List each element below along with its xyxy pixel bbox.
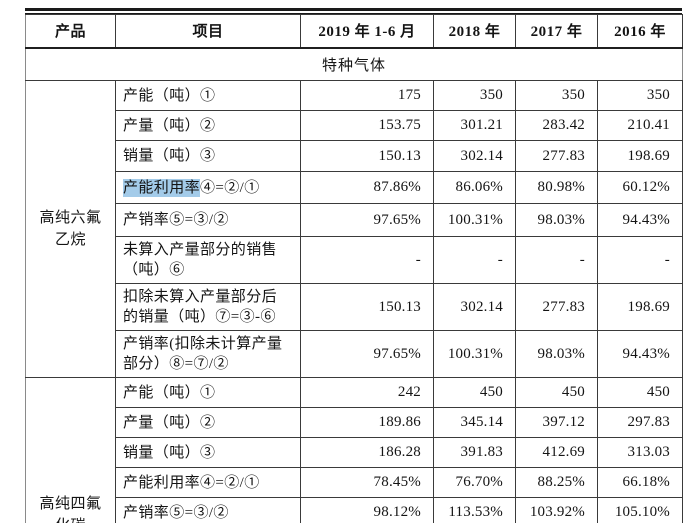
cell-2018: 113.53%: [433, 497, 516, 523]
cell-2017: 98.03%: [515, 203, 598, 237]
cell-2019: 78.45%: [300, 467, 434, 498]
row-label: 产销率⑤=③/②: [115, 203, 301, 237]
cell-2018: 350: [433, 80, 516, 111]
cell-2016: 297.83: [597, 407, 683, 438]
row-label: 销量（吨）③: [115, 140, 301, 172]
row-label: 产量（吨）②: [115, 110, 301, 141]
cell-2019: 242: [300, 377, 434, 408]
col-header-2017: 2017 年: [515, 14, 598, 49]
cell-2017: 397.12: [515, 407, 598, 438]
cell-2019: 189.86: [300, 407, 434, 438]
table-row: 产能利用率④=②/① 87.86% 86.06% 80.98% 60.12%: [26, 171, 683, 204]
col-header-2016: 2016 年: [597, 14, 683, 49]
table-row: 产量（吨）② 189.86 345.14 397.12 297.83: [26, 407, 683, 438]
production-sales-table: 产品 项目 2019 年 1-6 月 2018 年 2017 年 2016 年 …: [25, 8, 683, 523]
cell-2018: 100.31%: [433, 330, 516, 378]
cell-2019: 186.28: [300, 437, 434, 468]
col-header-2019: 2019 年 1-6 月: [300, 14, 434, 49]
cell-2019: 153.75: [300, 110, 434, 141]
cell-2017: 450: [515, 377, 598, 408]
row-label: 产销率(扣除未计算产量 部分）⑧=⑦/②: [115, 330, 301, 378]
cell-2017: -: [515, 236, 598, 284]
table-row: 销量（吨）③ 186.28 391.83 412.69 313.03: [26, 437, 683, 468]
table-row: 高纯四氟 化碳 产能（吨）① 242 450 450 450: [25, 377, 683, 523]
cell-2018: 302.14: [433, 140, 516, 172]
section-row: 特种气体: [25, 47, 683, 81]
row-label-rest: ④=②/①: [200, 179, 260, 196]
cell-2018: -: [433, 236, 516, 284]
table-row: 产销率(扣除未计算产量 部分）⑧=⑦/② 97.65% 100.31% 98.0…: [26, 330, 683, 378]
col-header-product: 产品: [25, 14, 116, 49]
table-row: 产量（吨）② 153.75 301.21 283.42 210.41: [26, 110, 683, 141]
cell-2018: 450: [433, 377, 516, 408]
cell-2016: 198.69: [597, 140, 683, 172]
cell-2019: 175: [300, 80, 434, 111]
product-name-2-text: 高纯四氟 化碳: [39, 496, 102, 523]
cell-2017: 277.83: [515, 140, 598, 172]
cell-2017: 103.92%: [515, 497, 598, 523]
cell-2016: 66.18%: [597, 467, 683, 498]
row-label: 未算入产量部分的销售 （吨）⑥: [115, 236, 301, 284]
row-label: 产能利用率④=②/①: [115, 467, 301, 498]
cell-2019: 150.13: [300, 283, 434, 331]
cell-2017: 412.69: [515, 437, 598, 468]
product-name-2: 高纯四氟 化碳: [25, 377, 116, 523]
cell-2019: 97.65%: [300, 203, 434, 237]
cell-2016: 60.12%: [597, 171, 683, 204]
row-label: 产量（吨）②: [115, 407, 301, 438]
cell-2016: 210.41: [597, 110, 683, 141]
cell-2017: 283.42: [515, 110, 598, 141]
cell-2018: 345.14: [433, 407, 516, 438]
col-header-item: 项目: [115, 14, 301, 49]
cell-2019: 150.13: [300, 140, 434, 172]
row-label: 扣除未算入产量部分后 的销量（吨）⑦=③-⑥: [115, 283, 301, 331]
highlighted-text: 产能利用率: [123, 178, 201, 197]
cell-2019: 87.86%: [300, 171, 434, 204]
cell-2016: 94.43%: [597, 203, 683, 237]
cell-2018: 76.70%: [433, 467, 516, 498]
cell-2016: 198.69: [597, 283, 683, 331]
cell-2016: 313.03: [597, 437, 683, 468]
cell-2019: -: [300, 236, 434, 284]
table-row: 高纯六氟 乙烷 产能（吨）① 175 350 350 350: [25, 80, 683, 378]
row-label: 产能利用率④=②/①: [115, 171, 301, 204]
cell-2018: 302.14: [433, 283, 516, 331]
table-top-double-rule: [25, 8, 682, 14]
table-row: 产能利用率④=②/① 78.45% 76.70% 88.25% 66.18%: [26, 467, 683, 498]
row-label: 销量（吨）③: [115, 437, 301, 468]
cell-2016: 105.10%: [597, 497, 683, 523]
cell-2016: 450: [597, 377, 683, 408]
table-row: 产销率⑤=③/② 97.65% 100.31% 98.03% 94.43%: [26, 203, 683, 237]
cell-2017: 80.98%: [515, 171, 598, 204]
cell-2017: 277.83: [515, 283, 598, 331]
section-title: 特种气体: [25, 47, 683, 81]
cell-2017: 88.25%: [515, 467, 598, 498]
cell-2018: 391.83: [433, 437, 516, 468]
table-row: 产销率⑤=③/② 98.12% 113.53% 103.92% 105.10%: [26, 497, 683, 523]
cell-2018: 301.21: [433, 110, 516, 141]
table-row: 扣除未算入产量部分后 的销量（吨）⑦=③-⑥ 150.13 302.14 277…: [26, 283, 683, 331]
cell-2018: 86.06%: [433, 171, 516, 204]
row-label: 产销率⑤=③/②: [115, 497, 301, 523]
table-row: 未算入产量部分的销售 （吨）⑥ - - - -: [26, 236, 683, 284]
col-header-2018: 2018 年: [433, 14, 516, 49]
cell-2017: 98.03%: [515, 330, 598, 378]
row-label: 产能（吨）①: [115, 377, 301, 408]
cell-2018: 100.31%: [433, 203, 516, 237]
table-header-row: 产品 项目 2019 年 1-6 月 2018 年 2017 年 2016 年: [25, 14, 683, 49]
cell-2019: 98.12%: [300, 497, 434, 523]
cell-2017: 350: [515, 80, 598, 111]
table-row: 销量（吨）③ 150.13 302.14 277.83 198.69: [26, 140, 683, 172]
cell-2016: 350: [597, 80, 683, 111]
product-name-1: 高纯六氟 乙烷: [25, 80, 116, 378]
cell-2019: 97.65%: [300, 330, 434, 378]
row-label: 产能（吨）①: [115, 80, 301, 111]
cell-2016: 94.43%: [597, 330, 683, 378]
data-table: 产品 项目 2019 年 1-6 月 2018 年 2017 年 2016 年 …: [25, 14, 683, 523]
cell-2016: -: [597, 236, 683, 284]
